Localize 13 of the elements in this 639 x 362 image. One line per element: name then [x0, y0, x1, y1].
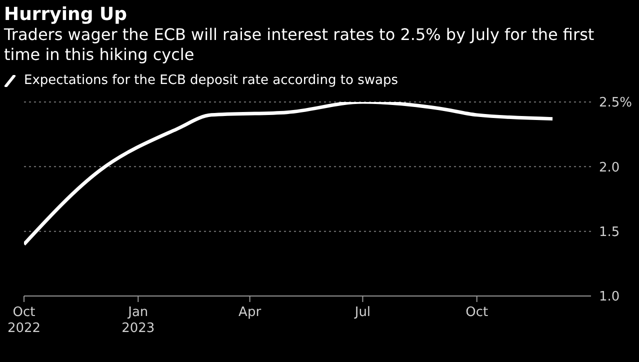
line-series: [24, 102, 554, 246]
x-tick-label: Jul: [354, 305, 371, 320]
chart-title: Hurrying Up: [4, 4, 128, 25]
x-tick-label: Oct 2022: [7, 305, 41, 336]
x-tick-label: Jan 2023: [122, 305, 155, 336]
legend-label: Expectations for the ECB deposit rate according to swaps: [24, 73, 398, 88]
y-tick-label: 2.0: [599, 160, 620, 176]
x-tick-label: Oct: [466, 305, 488, 320]
chart-subtitle: Traders wager the ECB will raise interest rates to 2.5% by July for the first time in this hiking cycle: [4, 25, 596, 65]
y-tick-label: 2.5%: [599, 96, 632, 111]
x-tick-label: Apr: [238, 305, 262, 320]
y-tick-label: 1.5: [599, 224, 620, 240]
y-tick-label: 1.0: [599, 290, 620, 305]
